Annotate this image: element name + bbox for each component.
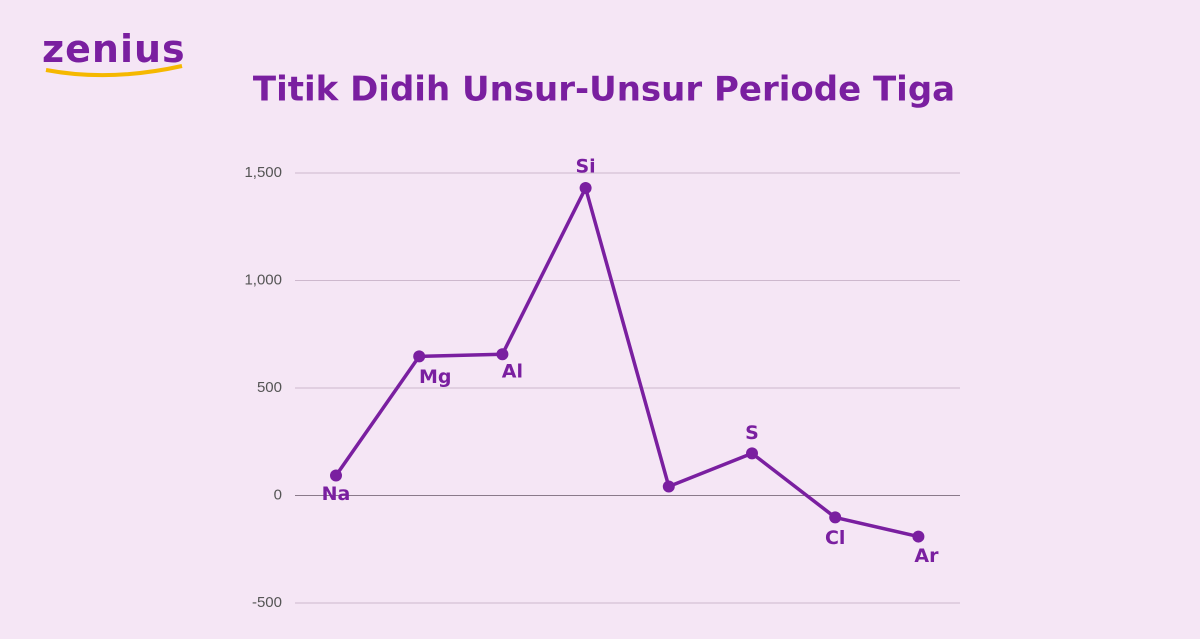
y-tick-label: 1,500	[244, 164, 282, 181]
point-label: Ar	[914, 545, 939, 567]
point	[662, 480, 675, 493]
point	[330, 469, 342, 482]
point	[579, 182, 592, 195]
y-tick-label: 0	[274, 486, 282, 503]
point	[912, 530, 925, 543]
point	[829, 511, 842, 524]
chart-title: Titik Didih Unsur-Unsur Periode Tiga	[253, 70, 955, 110]
point	[746, 447, 758, 460]
y-tick-label: -500	[252, 594, 282, 611]
y-tick-label: 500	[257, 379, 282, 396]
point-label: Al	[502, 361, 523, 383]
y-tick-label: 1,000	[244, 271, 282, 288]
point	[496, 348, 509, 361]
point-label: Cl	[825, 527, 845, 549]
point-label: Na	[322, 483, 351, 505]
point-label: S	[745, 422, 759, 444]
point	[413, 350, 426, 363]
line	[334, 186, 919, 539]
point-label: Si	[575, 156, 595, 178]
logo-swoosh	[45, 64, 183, 78]
point-label: Mg	[419, 366, 452, 388]
logo: zenius	[42, 27, 186, 71]
